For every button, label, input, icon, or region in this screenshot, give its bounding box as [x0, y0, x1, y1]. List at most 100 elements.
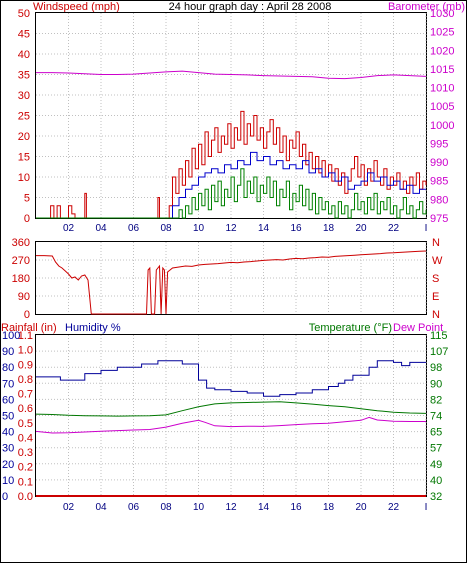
x-tick-label: 22 — [388, 502, 400, 513]
temperature-tick-label: 82 — [430, 394, 442, 406]
rainfall-tick-label: 1.0 — [18, 345, 33, 357]
humidity-tick-label: 20 — [2, 459, 14, 471]
direction-tick-label: 360 — [12, 237, 30, 249]
rainfall-tick-label: 0.3 — [18, 447, 33, 459]
windspeed-tick-label: 45 — [18, 29, 30, 41]
temperature-tick-label: 65 — [430, 427, 442, 439]
temperature-series — [35, 360, 427, 497]
rainfall-tick-label: 1.1 — [18, 330, 33, 342]
x-tick-label: 18 — [323, 502, 335, 513]
barometer-tick-label: 990 — [430, 157, 448, 169]
direction-series — [36, 250, 427, 315]
humidity-axis-label: Humidity % — [65, 322, 121, 334]
x-tick-label: I — [425, 223, 428, 234]
barometer-tick-label: 1000 — [430, 120, 454, 132]
barometer-tick-label: 980 — [430, 194, 448, 206]
barometer-ticks: 975 980 985 990 995 1000 1005 1010 1015 1020 1025 1… — [430, 8, 454, 225]
windspeed-tick-label: 25 — [18, 111, 30, 123]
windspeed-ticks: 0 5 10 15 20 25 30 35 40 45 50 — [18, 8, 30, 225]
direction-tick-label: 90 — [18, 291, 30, 303]
windspeed-tick-label: 5 — [24, 193, 30, 205]
x-tick-label: 02 — [63, 223, 75, 234]
x-tick-label: 06 — [128, 223, 140, 234]
x-tick-label: I — [425, 502, 428, 513]
temperature-ticks: 32 40 49 57 65 74 82 90 98 107 115 — [430, 330, 448, 503]
temperature-tick-label: 107 — [430, 346, 448, 358]
windspeed-tick-label: 10 — [18, 172, 30, 184]
x-tick-label: 10 — [193, 502, 205, 513]
direction-tick-label: 180 — [12, 273, 30, 285]
rainfall-tick-label: 0.8 — [18, 374, 33, 386]
windspeed-tick-label: 15 — [18, 152, 30, 164]
series-line-barometer — [36, 70, 427, 80]
x-tick-label: 06 — [128, 502, 140, 513]
humidity-tick-label: 30 — [2, 443, 14, 455]
wind-series — [36, 70, 427, 219]
x-tick-label: 18 — [323, 223, 335, 234]
humidity-tick-label: 100 — [2, 330, 20, 342]
x-tick-label: 14 — [258, 502, 270, 513]
temperature-tick-label: 57 — [430, 443, 442, 455]
windspeed-tick-label: 0 — [24, 213, 30, 225]
humidity-tick-label: 40 — [2, 427, 14, 439]
wind-x-ticks: 02 04 06 08 10 12 14 16 18 20 22 I — [63, 223, 427, 234]
barometer-tick-label: 995 — [430, 138, 448, 150]
windspeed-tick-label: 35 — [18, 70, 30, 82]
humidity-tick-label: 10 — [2, 475, 14, 487]
temperature-tick-label: 98 — [430, 362, 442, 374]
series-line-windspeed — [36, 110, 427, 219]
x-tick-label: 04 — [95, 223, 107, 234]
barometer-axis-label: Barometer (mb) — [388, 1, 465, 13]
temperature-tick-label: 115 — [430, 330, 448, 342]
barometer-tick-label: 1015 — [430, 64, 454, 76]
temperature-tick-label: 90 — [430, 378, 442, 390]
direction-tick-label: 0 — [24, 309, 30, 321]
windspeed-tick-label: 20 — [18, 131, 30, 143]
temperature-grid — [36, 335, 427, 496]
x-tick-label: 22 — [388, 223, 400, 234]
barometer-tick-label: 975 — [430, 213, 448, 225]
chart-title: 24 hour graph day : April 28 2008 — [169, 1, 332, 13]
wind-barometer-panel: Windspeed (mph) 24 hour graph day : Apri… — [18, 1, 465, 234]
rain-humidity-ticks: 0.0 0.1 0.2 0.3 0.4 0.5 0.6 0.7 0.8 0.9 1.0 1.1 0 10 2… — [2, 330, 33, 503]
x-tick-label: 02 — [63, 502, 75, 513]
windspeed-tick-label: 40 — [18, 49, 30, 61]
direction-tick-label: 270 — [12, 255, 30, 267]
x-tick-label: 20 — [355, 502, 367, 513]
rainfall-tick-label: 0.6 — [18, 403, 33, 415]
x-tick-label: 12 — [225, 223, 237, 234]
windspeed-tick-label: 50 — [18, 8, 30, 20]
x-tick-label: 16 — [290, 502, 302, 513]
series-line-dew_point — [35, 416, 426, 434]
series-line-humidity — [36, 360, 426, 397]
humidity-tick-label: 90 — [2, 346, 14, 358]
rainfall-tick-label: 0.2 — [18, 462, 33, 474]
barometer-tick-label: 1005 — [430, 101, 454, 113]
direction-degree-ticks: 0 90 180 270 360 — [12, 237, 30, 321]
direction-grid — [36, 242, 427, 314]
temperature-tick-label: 74 — [430, 411, 442, 423]
compass-tick-label: E — [432, 291, 439, 303]
x-tick-label: 10 — [193, 223, 205, 234]
dew-point-axis-label: Dew Point — [393, 322, 443, 334]
barometer-tick-label: 1025 — [430, 27, 454, 39]
humidity-tick-label: 60 — [2, 394, 14, 406]
humidity-tick-label: 70 — [2, 378, 14, 390]
series-line-gust_low — [36, 168, 427, 219]
temperature-tick-label: 32 — [430, 491, 442, 503]
temperature-axis-label: Temperature (°F) — [309, 322, 392, 334]
temperature-humidity-panel: Rainfall (in) Humidity % Temperature (°F… — [1, 322, 448, 513]
rainfall-axis-label: Rainfall (in) — [1, 322, 57, 334]
compass-tick-label: W — [432, 255, 443, 267]
series-line-temperature — [35, 401, 427, 417]
temperature-x-ticks: 02 04 06 08 10 12 14 16 18 20 22 I — [63, 502, 427, 513]
x-tick-label: 16 — [290, 223, 302, 234]
rainfall-tick-label: 0.0 — [18, 491, 33, 503]
barometer-tick-label: 985 — [430, 176, 448, 188]
compass-tick-label: S — [432, 273, 439, 285]
compass-tick-label: N — [432, 309, 440, 321]
temperature-tick-label: 40 — [430, 475, 442, 487]
rainfall-tick-label: 0.1 — [18, 476, 33, 488]
series-line-direction — [36, 250, 427, 315]
